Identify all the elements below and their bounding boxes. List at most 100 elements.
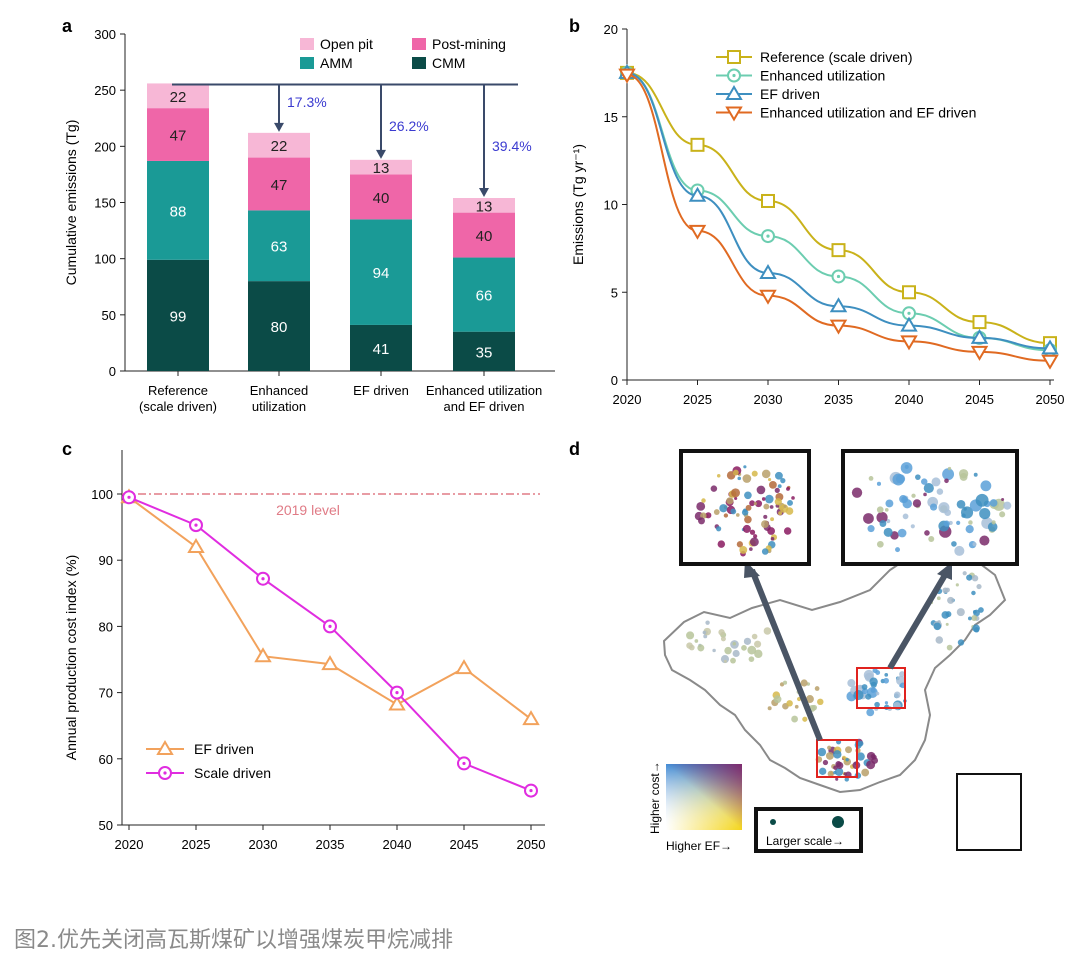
mine-dot <box>956 499 966 509</box>
mine-dot <box>697 644 705 652</box>
series-point <box>618 68 636 84</box>
series-point <box>761 229 775 244</box>
y-tick-label: 5 <box>611 285 618 300</box>
x-tick-label: EF driven <box>353 383 409 398</box>
series-point <box>321 655 339 671</box>
mine-dot <box>747 645 757 655</box>
mine-dot <box>716 474 721 478</box>
y-tick-label: 10 <box>604 198 618 213</box>
mine-dot <box>912 499 922 508</box>
mine-dot <box>749 537 759 547</box>
mine-dot <box>774 498 782 506</box>
mine-dot <box>973 472 978 477</box>
legend-marker <box>725 85 743 100</box>
mine-dot <box>884 672 889 677</box>
mine-dot <box>778 511 783 516</box>
x-tick-label: 2050 <box>1036 392 1065 407</box>
mine-dot <box>885 499 894 508</box>
mine-dot <box>743 465 747 469</box>
legend-swatch <box>300 57 314 69</box>
legend-label: EF driven <box>760 86 820 102</box>
mine-dot <box>933 622 942 631</box>
series-point <box>902 285 916 300</box>
y-tick-label: 70 <box>99 686 113 701</box>
mine-dot <box>782 680 788 685</box>
mine-dot <box>741 645 747 651</box>
mine-dot <box>720 636 726 642</box>
series-point-dot <box>836 274 841 279</box>
bar-value-label: 35 <box>476 344 493 361</box>
mine-dot <box>710 485 718 492</box>
x-tick-label: 2045 <box>450 837 479 852</box>
panel-a-label: a <box>62 16 73 36</box>
bar-value-label: 47 <box>271 177 288 194</box>
mine-dot <box>736 541 744 548</box>
x-tick-label: 2050 <box>517 837 546 852</box>
series-point <box>688 224 707 240</box>
mine-dot <box>705 620 710 625</box>
series-point <box>831 269 846 284</box>
bar-segment <box>147 160 209 260</box>
mine-dot <box>723 659 727 663</box>
mine-dot <box>929 503 938 511</box>
legend-label: CMM <box>432 55 465 71</box>
series-point <box>122 490 136 505</box>
x-tick-label: 2040 <box>895 392 924 407</box>
mine-dot <box>749 500 756 507</box>
bar-segment <box>453 198 515 213</box>
x-tick-label: 2040 <box>383 837 412 852</box>
mine-dot <box>967 616 972 621</box>
bar-segment <box>350 324 412 371</box>
mine-dot <box>698 517 705 525</box>
mine-dot <box>802 716 808 722</box>
mine-dot <box>923 492 927 497</box>
mine-dot <box>735 513 740 517</box>
mine-dot <box>749 547 753 551</box>
x-tick-label: 2030 <box>754 392 783 407</box>
mine-dot <box>853 689 864 701</box>
mine-dot <box>732 641 737 646</box>
series-point <box>390 685 404 700</box>
series-point <box>187 537 205 553</box>
mine-dot <box>719 504 728 513</box>
mine-dot <box>876 540 884 548</box>
bar-value-label: 13 <box>476 198 493 215</box>
mine-dot <box>814 686 820 691</box>
bar-value-label: 99 <box>170 308 187 325</box>
y-axis-label: Emissions (Tg yr⁻¹) <box>570 144 586 265</box>
mine-dot <box>705 512 712 519</box>
panel-a-stacked-bar-chart: 0 50 100 150 200 250 300 Cumulative emissions (… <box>63 27 555 414</box>
mine-dot <box>883 527 893 537</box>
legend-marker <box>158 766 172 780</box>
x-tick-label: and EF driven <box>444 399 525 414</box>
y-tick-label: 60 <box>99 752 113 767</box>
mine-dot <box>737 476 742 481</box>
mine-dot <box>876 481 882 486</box>
color-legend-y-label: Higher cost→ <box>648 761 662 834</box>
size-legend-label: Larger scale→ <box>766 834 844 848</box>
zoom-arrow-north <box>887 573 948 670</box>
reduction-percent-label: 26.2% <box>389 118 429 134</box>
mine-dot <box>972 624 980 633</box>
mine-dot <box>767 527 776 535</box>
size-legend-large-dot <box>832 816 844 828</box>
mine-dot <box>730 508 737 515</box>
bar-value-label: 40 <box>476 228 493 245</box>
mine-dot <box>822 759 829 766</box>
mine-dot <box>874 701 880 708</box>
mine-dot <box>773 695 782 704</box>
mine-dot <box>731 488 740 498</box>
mine-dot <box>938 502 950 514</box>
mine-dot <box>843 772 847 776</box>
x-tick-label: (scale driven) <box>139 399 217 414</box>
mine-dot <box>756 485 766 495</box>
x-tick-label: utilization <box>252 399 306 414</box>
mine-dot <box>962 571 967 576</box>
series-point-dot <box>529 788 533 793</box>
south-china-sea-inset <box>956 773 1022 851</box>
x-tick-label: Enhanced <box>250 383 309 398</box>
color-legend-x-label: Higher EF→ <box>666 839 732 853</box>
mine-dot <box>833 770 837 775</box>
mine-dot <box>911 493 916 498</box>
series-point <box>829 297 848 313</box>
